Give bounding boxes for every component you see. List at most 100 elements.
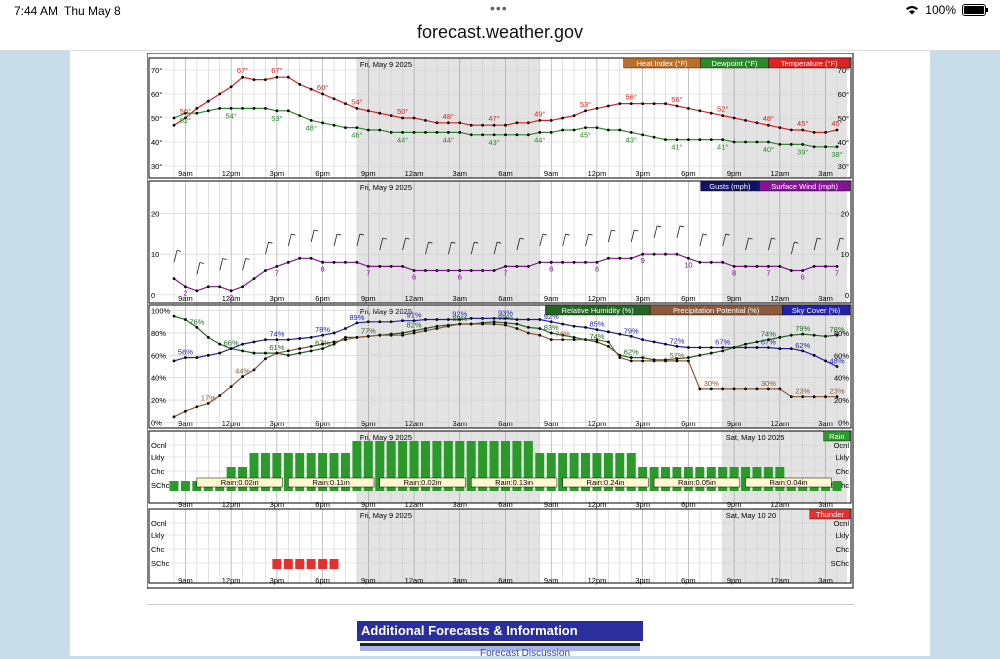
legend-label: Relative Humidity (%) [562,306,635,315]
x-tick-label: 6am [498,500,513,509]
data-label: 39° [797,147,808,156]
dewpoint-series-point [755,140,759,144]
bar [478,441,488,491]
series-point [252,340,256,344]
dewpoint-series-point [618,128,622,132]
dewpoint-series-point [206,109,210,113]
series-point [824,395,827,399]
series-point [561,338,565,342]
wind-barb-flag [679,225,685,228]
data-label: 67% [315,339,330,348]
series-point [721,349,725,353]
data-label: 8 [549,264,553,273]
surface-wind-series-point [458,269,462,272]
series-point [549,320,553,324]
wind-barb [768,238,772,251]
surface-wind-series-point [812,265,816,268]
y-tick-label-right: Lkly [836,531,850,540]
dewpoint-series-point [332,123,336,127]
dewpoint-series-point [229,107,233,110]
data-label: 7 [835,268,839,277]
multitasking-dots-icon[interactable]: ••• [490,0,508,16]
data-label: 7 [275,268,279,277]
wind-barb-flag [794,241,799,244]
url-text[interactable]: forecast.weather.gov [416,22,584,42]
series-point [344,327,347,330]
y-tick-label-left: 60° [151,90,162,99]
y-tick-label-right: 40% [834,374,849,383]
bar [581,453,591,491]
series-point [435,318,439,321]
x-tick-label: 12am [770,169,789,178]
data-label: 48° [443,112,454,121]
dewpoint-series-point [652,135,656,139]
dewpoint-series-point [664,138,667,141]
data-label: 50° [180,107,191,116]
series-point [606,330,610,334]
data-label: 38° [831,150,842,159]
series-point [526,325,530,329]
series-point [424,318,427,321]
surface-wind-series-point [401,265,405,268]
surface-wind-series-point [721,260,725,264]
forecast-discussion-link[interactable]: Forecast Discussion [480,648,571,659]
dewpoint-series-point [401,131,405,134]
status-time: 7:44 AM [14,4,59,18]
y-tick-label-right: Lkly [836,453,850,462]
address-bar[interactable]: forecast.weather.gov [0,20,1000,51]
dewpoint-series-point [389,131,393,134]
series-point [492,320,496,324]
y-tick-label-right: 70° [838,66,849,75]
series-point [538,333,542,337]
wind-barb [219,258,224,271]
rain-amount-label: Rain:0.02in [221,478,259,487]
data-label: 43° [626,135,637,144]
x-tick-label: 12pm [222,419,241,428]
series-point [344,336,347,339]
temperature-series-point [789,128,793,132]
x-tick-label: 12am [405,500,424,509]
data-label: 54° [225,111,236,120]
series-point [641,338,645,342]
series-point [538,318,542,321]
series-point [824,334,827,338]
bar [603,453,613,491]
x-tick-label: 9pm [361,294,376,303]
x-tick-label: 12pm [222,169,241,178]
x-tick-label: 6pm [315,294,330,303]
data-label: 78% [829,325,844,334]
surface-wind-series-point [229,289,233,293]
series-point [321,347,325,351]
series-point [355,321,359,325]
x-tick-label: 9am [178,294,193,303]
wind-barb [836,238,841,251]
surface-wind-series-point [595,260,599,264]
data-label: 44° [443,135,454,144]
series-point [241,375,244,378]
dewpoint-series-point [812,145,816,149]
rain-amount-label: Rain:0.05in [678,478,716,487]
x-tick-label: 3pm [270,419,285,428]
data-label: 67° [237,66,248,75]
temperature-series-point [412,116,416,120]
series-point [515,318,519,321]
surface-wind-series-point [195,289,199,293]
series-point [412,329,416,333]
date-label: Sat, May 10 2025 [726,433,785,442]
dewpoint-series-point [584,126,587,129]
additional-forecasts-header: Additional Forecasts & Information [357,621,643,641]
series-point [424,329,427,333]
series-point [538,327,542,330]
x-tick-label: 3pm [635,576,650,585]
series-point [789,395,793,399]
data-label: 74% [761,330,776,339]
wind-barb [425,242,429,255]
series-point [606,344,610,348]
series-point [549,331,553,335]
wind-barb [470,242,475,255]
wind-barb-flag [268,241,273,244]
series-point [767,346,770,349]
temperature-series-point [606,104,610,108]
dewpoint-series-point [686,138,690,141]
wind-barb-flag [245,258,250,260]
